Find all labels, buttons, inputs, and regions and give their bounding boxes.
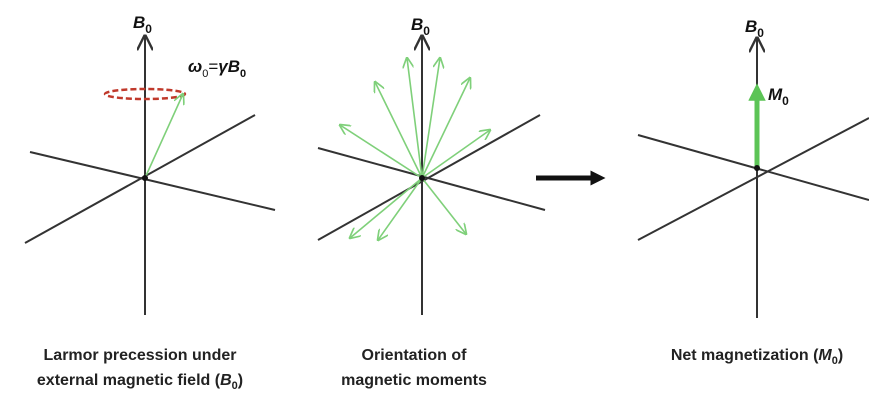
subscript: 0	[757, 26, 764, 40]
symbol: ω	[188, 57, 202, 76]
panel-orientation: B0 Orientation of magnetic moments	[318, 15, 545, 389]
caption-part: external magnetic field (	[37, 372, 221, 389]
subscript: 0	[145, 22, 152, 36]
caption: external magnetic field (B0)	[37, 372, 243, 392]
vector-label: M0	[768, 85, 789, 108]
axis-line	[638, 135, 869, 200]
axis-line	[638, 118, 869, 240]
symbol: =	[208, 57, 218, 76]
diagram: B0 ω0=γB0 Larmor precession under extern…	[0, 0, 869, 399]
axis-label: B0	[411, 15, 430, 38]
symbol: B	[228, 57, 240, 76]
axis-label: B0	[133, 13, 152, 36]
subscript: 0	[782, 94, 789, 108]
caption-part: )	[238, 372, 243, 389]
origin	[754, 165, 760, 171]
caption: magnetic moments	[341, 372, 487, 389]
axis-line	[25, 115, 255, 243]
caption-part: Net magnetization (	[671, 347, 819, 364]
symbol: M	[818, 347, 832, 364]
panel-net: B0 M0 Net magnetization (M0)	[638, 17, 869, 367]
symbol: B	[220, 372, 232, 389]
caption: Orientation of	[362, 347, 468, 364]
symbol: M	[768, 85, 783, 104]
caption: Larmor precession under	[44, 347, 237, 364]
symbol: B	[411, 15, 423, 34]
equation: ω0=γB0	[188, 57, 246, 80]
moment-arrow	[422, 130, 490, 178]
moment-arrow	[407, 58, 422, 178]
moment-arrows	[340, 58, 490, 240]
subscript: 0	[240, 68, 246, 80]
symbol: B	[133, 13, 145, 32]
subscript: 0	[423, 24, 430, 38]
caption: Net magnetization (M0)	[671, 347, 843, 367]
origin	[419, 175, 425, 181]
origin	[142, 175, 148, 181]
caption-part: )	[838, 347, 843, 364]
axis-label: B0	[745, 17, 764, 40]
panel-larmor: B0 ω0=γB0 Larmor precession under extern…	[25, 13, 275, 392]
symbol: B	[745, 17, 757, 36]
